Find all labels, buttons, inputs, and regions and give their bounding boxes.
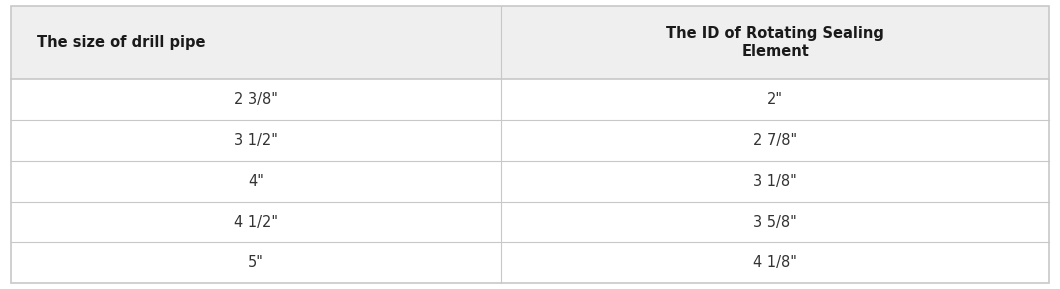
Text: The ID of Rotating Sealing
Element: The ID of Rotating Sealing Element [667,26,884,59]
Text: 5": 5" [248,255,264,270]
Bar [11,6,1049,79]
Text: 4 1/2": 4 1/2" [234,214,278,229]
Bar [11,120,1049,161]
Text: 3 5/8": 3 5/8" [754,214,797,229]
Bar [11,79,1049,120]
Bar [11,202,1049,242]
Bar [11,242,1049,283]
Text: 4 1/8": 4 1/8" [754,255,797,270]
Text: 2 7/8": 2 7/8" [753,133,797,148]
Text: 2 3/8": 2 3/8" [234,92,278,107]
Text: 4": 4" [248,174,264,189]
Text: 3 1/8": 3 1/8" [754,174,797,189]
Text: 3 1/2": 3 1/2" [234,133,278,148]
Text: The size of drill pipe: The size of drill pipe [37,35,206,50]
Bar [11,161,1049,202]
Text: 2": 2" [767,92,783,107]
